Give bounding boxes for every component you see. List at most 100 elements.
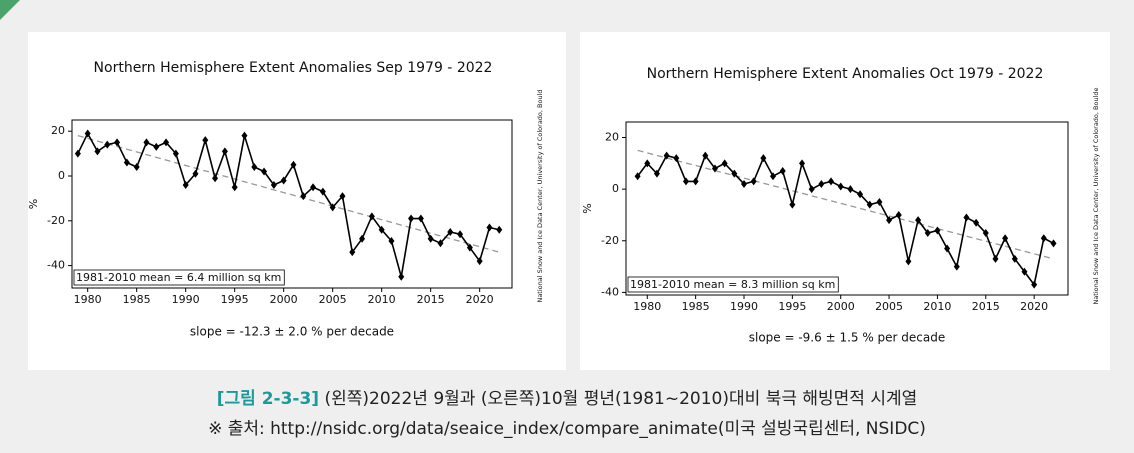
data-point <box>280 176 287 185</box>
x-tick-label: 2020 <box>1020 300 1048 313</box>
data-point <box>114 138 121 147</box>
data-point <box>339 192 346 201</box>
x-tick-label: 1990 <box>172 293 200 306</box>
data-point <box>486 223 493 232</box>
data-point <box>192 169 199 178</box>
x-tick-label: 1985 <box>682 300 710 313</box>
caption-label: [그림 2-3-3] <box>216 389 320 409</box>
data-point <box>750 177 757 186</box>
x-tick-label: 1990 <box>730 300 758 313</box>
source-note: National Snow and Ice Data Center, Unive… <box>536 89 544 302</box>
plot-frame <box>625 121 1069 296</box>
data-point <box>104 140 111 149</box>
data-point <box>74 149 81 158</box>
data-point <box>1050 239 1057 248</box>
data-point <box>476 257 483 266</box>
data-point <box>163 138 170 147</box>
y-tick-label: -40 <box>47 259 65 272</box>
data-point <box>319 187 326 196</box>
data-point <box>818 179 825 188</box>
data-point <box>847 185 854 194</box>
data-point <box>886 216 893 225</box>
data-point <box>1021 267 1028 276</box>
data-point <box>231 183 238 192</box>
data-point <box>973 218 980 227</box>
caption-line: [그림 2-3-3] (왼쪽)2022년 9월과 (오른쪽)10월 평년(198… <box>0 384 1134 409</box>
data-point <box>202 136 209 145</box>
data-point <box>673 154 680 163</box>
x-tick-label: 2010 <box>368 293 396 306</box>
data-point <box>663 151 670 160</box>
data-point <box>779 167 786 176</box>
data-point <box>417 214 424 223</box>
x-tick-label: 1980 <box>633 300 661 313</box>
data-point <box>143 138 150 147</box>
x-tick-label: 1985 <box>123 293 151 306</box>
x-tick-label: 2020 <box>466 293 494 306</box>
data-point <box>290 160 297 169</box>
data-point <box>915 216 922 225</box>
chart-title: Northern Hemisphere Extent Anomalies Oct… <box>647 66 1044 82</box>
y-axis-label: % <box>581 203 594 213</box>
data-point <box>359 234 366 243</box>
data-point <box>934 226 941 235</box>
data-point <box>270 180 277 189</box>
data-point <box>857 190 864 199</box>
annotation-box <box>73 269 285 286</box>
data-point <box>721 159 728 168</box>
data-point <box>94 147 101 156</box>
data-point <box>153 142 160 151</box>
trend-line <box>77 135 500 253</box>
data-point <box>1031 280 1038 289</box>
y-tick-label: -40 <box>601 285 619 298</box>
data-point <box>992 254 999 263</box>
data-point <box>447 228 454 236</box>
data-point <box>466 243 473 252</box>
data-point <box>711 164 718 173</box>
data-point <box>212 174 219 183</box>
y-tick-label: 20 <box>51 124 65 137</box>
data-point <box>789 200 796 209</box>
y-axis-label: % <box>27 199 40 209</box>
data-point <box>1040 234 1047 243</box>
data-point <box>388 236 395 245</box>
x-tick-label: 2005 <box>319 293 347 306</box>
slope-text: slope = -9.6 ± 1.5 % per decade <box>749 331 946 345</box>
data-point <box>300 192 307 201</box>
data-point <box>496 225 503 234</box>
data-point <box>740 179 747 188</box>
mean-annotation: 1981-2010 mean = 8.3 million sq km <box>630 278 835 291</box>
data-point <box>437 239 444 248</box>
data-point <box>692 177 699 186</box>
data-point <box>963 213 970 222</box>
data-point <box>644 159 651 168</box>
data-point <box>895 210 902 219</box>
data-point <box>953 262 960 271</box>
data-point <box>982 229 989 238</box>
x-tick-label: 2010 <box>923 300 951 313</box>
data-point <box>876 198 883 207</box>
caption-source: ※ 출처: http://nsidc.org/data/seaice_index… <box>208 419 926 439</box>
data-point <box>924 229 931 238</box>
data-point <box>634 172 641 181</box>
data-point <box>241 131 248 140</box>
x-tick-label: 2015 <box>972 300 1000 313</box>
x-tick-label: 2015 <box>417 293 445 306</box>
data-point <box>378 225 385 234</box>
x-tick-label: 2005 <box>875 300 903 313</box>
data-point <box>457 230 464 239</box>
data-point <box>760 154 767 163</box>
slope-text: slope = -12.3 ± 2.0 % per decade <box>190 325 394 339</box>
data-point <box>702 151 709 160</box>
data-point <box>427 234 434 243</box>
data-point <box>349 248 356 257</box>
x-tick-label: 2000 <box>270 293 298 306</box>
x-tick-label: 2000 <box>827 300 855 313</box>
data-point <box>866 200 873 209</box>
data-point <box>182 180 189 189</box>
data-point <box>261 167 268 176</box>
data-point <box>828 177 835 186</box>
data-point <box>799 159 806 168</box>
data-point <box>837 182 844 191</box>
data-point <box>653 169 660 178</box>
